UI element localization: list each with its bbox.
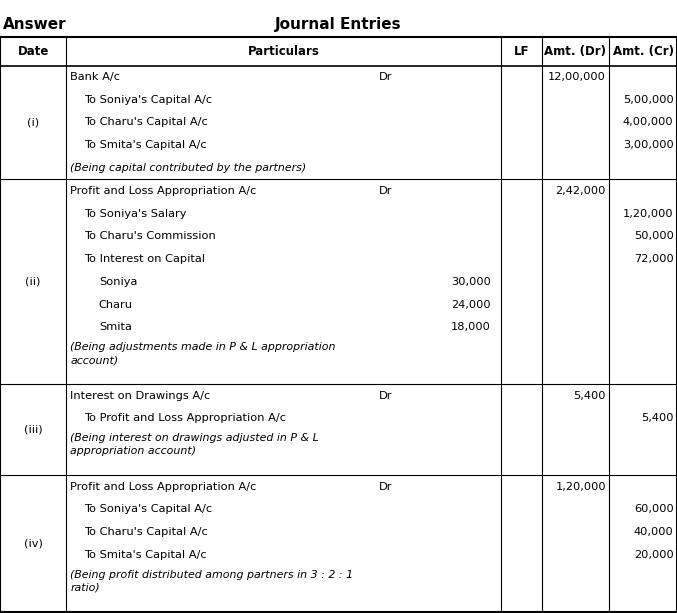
Text: Journal Entries: Journal Entries: [275, 17, 402, 32]
Text: Charu: Charu: [99, 300, 133, 310]
Text: To Profit and Loss Appropriation A/c: To Profit and Loss Appropriation A/c: [84, 413, 286, 424]
Text: Bank A/c: Bank A/c: [70, 72, 121, 82]
Text: Particulars: Particulars: [248, 45, 320, 58]
Text: 5,400: 5,400: [573, 390, 606, 400]
Text: 5,00,000: 5,00,000: [623, 95, 674, 105]
Text: Amt. (Cr): Amt. (Cr): [613, 45, 674, 58]
Text: Dr: Dr: [379, 482, 393, 492]
Text: To Smita's Capital A/c: To Smita's Capital A/c: [84, 140, 206, 150]
Text: To Soniya's Capital A/c: To Soniya's Capital A/c: [84, 504, 212, 514]
Text: To Interest on Capital: To Interest on Capital: [84, 254, 205, 264]
Text: 30,000: 30,000: [451, 277, 491, 287]
Text: Interest on Drawings A/c: Interest on Drawings A/c: [70, 390, 211, 400]
Text: (iv): (iv): [24, 538, 43, 549]
Text: (Being adjustments made in P & L appropriation
account): (Being adjustments made in P & L appropr…: [70, 342, 336, 365]
Text: LF: LF: [514, 45, 529, 58]
Text: 24,000: 24,000: [451, 300, 491, 310]
Text: Dr: Dr: [379, 390, 393, 400]
Text: Smita: Smita: [99, 322, 132, 332]
Text: 2,42,000: 2,42,000: [556, 186, 606, 196]
Text: To Soniya's Salary: To Soniya's Salary: [84, 208, 186, 218]
Text: 3,00,000: 3,00,000: [623, 140, 674, 150]
Text: 72,000: 72,000: [634, 254, 674, 264]
Text: 1,20,000: 1,20,000: [623, 208, 674, 218]
Text: To Charu's Commission: To Charu's Commission: [84, 231, 216, 242]
Text: (Being interest on drawings adjusted in P & L
appropriation account): (Being interest on drawings adjusted in …: [70, 433, 319, 456]
Text: Profit and Loss Appropriation A/c: Profit and Loss Appropriation A/c: [70, 186, 257, 196]
Text: Amt. (Dr): Amt. (Dr): [544, 45, 607, 58]
Text: Date: Date: [18, 45, 49, 58]
Text: 40,000: 40,000: [634, 527, 674, 537]
Text: To Charu's Capital A/c: To Charu's Capital A/c: [84, 527, 208, 537]
Text: To Charu's Capital A/c: To Charu's Capital A/c: [84, 118, 208, 128]
Text: 4,00,000: 4,00,000: [623, 118, 674, 128]
Text: Profit and Loss Appropriation A/c: Profit and Loss Appropriation A/c: [70, 482, 257, 492]
Text: To Soniya's Capital A/c: To Soniya's Capital A/c: [84, 95, 212, 105]
Text: To Smita's Capital A/c: To Smita's Capital A/c: [84, 550, 206, 560]
Text: (iii): (iii): [24, 425, 43, 435]
Text: Soniya: Soniya: [99, 277, 137, 287]
Text: (Being capital contributed by the partners): (Being capital contributed by the partne…: [70, 163, 307, 173]
Text: 1,20,000: 1,20,000: [555, 482, 606, 492]
Text: (i): (i): [27, 118, 39, 128]
Text: 20,000: 20,000: [634, 550, 674, 560]
Text: Dr: Dr: [379, 72, 393, 82]
Text: 50,000: 50,000: [634, 231, 674, 242]
Text: 12,00,000: 12,00,000: [548, 72, 606, 82]
Text: Answer: Answer: [3, 17, 67, 32]
Text: (ii): (ii): [26, 277, 41, 287]
Text: Dr: Dr: [379, 186, 393, 196]
Text: (Being profit distributed among partners in 3 : 2 : 1
ratio): (Being profit distributed among partners…: [70, 569, 353, 593]
Text: 18,000: 18,000: [451, 322, 491, 332]
Text: 60,000: 60,000: [634, 504, 674, 514]
Text: 5,400: 5,400: [641, 413, 674, 424]
